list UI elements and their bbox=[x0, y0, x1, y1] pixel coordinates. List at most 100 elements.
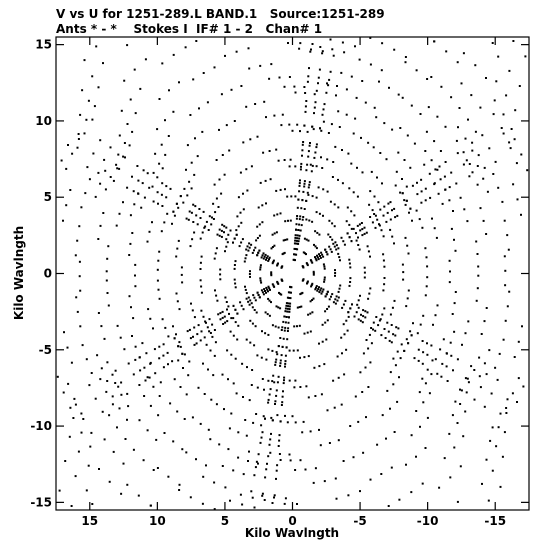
uv-point bbox=[304, 105, 307, 108]
plot-frame bbox=[55, 36, 530, 511]
uv-point bbox=[207, 229, 210, 231]
uv-point bbox=[267, 333, 270, 336]
uv-point bbox=[144, 379, 147, 382]
uv-point bbox=[337, 439, 340, 442]
uv-point bbox=[281, 326, 284, 329]
uv-point bbox=[444, 161, 447, 163]
uv-point bbox=[405, 305, 408, 308]
uv-point bbox=[146, 240, 149, 243]
uv-point bbox=[298, 184, 301, 187]
uv-point bbox=[149, 404, 152, 407]
uv-point bbox=[267, 297, 270, 300]
uv-point bbox=[226, 349, 229, 352]
uv-point bbox=[242, 308, 245, 311]
uv-point bbox=[369, 287, 372, 290]
uv-point bbox=[300, 305, 303, 308]
uv-point bbox=[92, 152, 95, 155]
uv-point bbox=[270, 301, 272, 304]
uv-point bbox=[78, 275, 81, 278]
uv-point bbox=[283, 376, 286, 379]
uv-point bbox=[349, 277, 352, 280]
uv-point bbox=[124, 438, 127, 440]
uv-point bbox=[253, 249, 255, 252]
uv-point bbox=[367, 347, 370, 350]
uv-point bbox=[158, 98, 161, 100]
uv-point bbox=[397, 327, 400, 330]
uv-point bbox=[284, 497, 287, 500]
uv-point bbox=[159, 381, 162, 384]
uv-point bbox=[123, 142, 126, 144]
uv-point bbox=[188, 180, 191, 183]
uv-point bbox=[79, 325, 82, 328]
uv-point bbox=[193, 343, 196, 346]
uv-point bbox=[260, 281, 263, 284]
uv-point bbox=[302, 251, 305, 254]
uv-point bbox=[257, 462, 259, 465]
uv-point bbox=[491, 469, 494, 472]
uv-point bbox=[430, 373, 433, 376]
uv-point bbox=[234, 357, 237, 360]
uv-point bbox=[263, 499, 266, 501]
uv-point bbox=[381, 313, 384, 316]
uv-point bbox=[151, 185, 154, 188]
uv-point bbox=[336, 299, 339, 302]
uv-point bbox=[280, 354, 283, 357]
x-axis-label: Kilo Wavlngth bbox=[245, 526, 339, 540]
uv-point bbox=[333, 225, 336, 228]
uv-point bbox=[188, 210, 191, 213]
uv-point bbox=[492, 173, 495, 175]
uv-point bbox=[294, 236, 297, 239]
uv-point bbox=[403, 159, 406, 161]
uv-point bbox=[304, 92, 307, 94]
uv-point bbox=[343, 333, 346, 336]
uv-point bbox=[195, 458, 197, 461]
uv-point bbox=[214, 252, 217, 255]
x-tick-label: -10 bbox=[417, 514, 439, 528]
uv-point bbox=[168, 89, 170, 92]
uv-point bbox=[290, 195, 293, 198]
uv-point bbox=[221, 316, 224, 319]
uv-point bbox=[111, 395, 114, 398]
uv-point bbox=[337, 206, 340, 209]
uv-point bbox=[181, 448, 184, 451]
uv-point bbox=[247, 249, 250, 252]
uv-point bbox=[179, 345, 182, 348]
uv-point bbox=[124, 156, 126, 159]
uv-point bbox=[158, 395, 161, 397]
uv-point bbox=[483, 362, 486, 365]
uv-point bbox=[385, 220, 388, 223]
uv-point bbox=[225, 245, 228, 248]
uv-point bbox=[420, 190, 423, 193]
uv-point bbox=[343, 243, 346, 246]
uv-point bbox=[91, 118, 94, 121]
uv-point bbox=[302, 420, 305, 423]
uv-point bbox=[359, 294, 361, 297]
uv-point bbox=[80, 412, 83, 415]
uv-point bbox=[248, 399, 251, 402]
uv-point bbox=[373, 195, 376, 198]
uv-point bbox=[251, 306, 254, 309]
uv-point bbox=[336, 355, 339, 358]
uv-point bbox=[361, 228, 364, 231]
uv-point bbox=[177, 345, 180, 348]
uv-point bbox=[134, 112, 137, 115]
uv-point bbox=[334, 274, 336, 277]
uv-point bbox=[480, 333, 483, 335]
uv-point bbox=[299, 356, 301, 359]
uv-point bbox=[205, 220, 208, 223]
uv-point bbox=[163, 432, 166, 434]
uv-point bbox=[131, 130, 134, 133]
uv-point bbox=[510, 128, 513, 130]
uv-point bbox=[520, 213, 522, 216]
uv-point bbox=[300, 165, 302, 168]
uv-point bbox=[329, 200, 332, 203]
uv-point bbox=[308, 181, 311, 184]
uv-point bbox=[346, 329, 349, 332]
uv-point bbox=[352, 132, 355, 135]
uv-point bbox=[416, 181, 418, 184]
uv-point bbox=[284, 188, 286, 191]
uv-point bbox=[270, 432, 272, 435]
uv-point bbox=[297, 198, 300, 201]
uv-point bbox=[275, 358, 278, 361]
uv-point bbox=[324, 310, 327, 313]
